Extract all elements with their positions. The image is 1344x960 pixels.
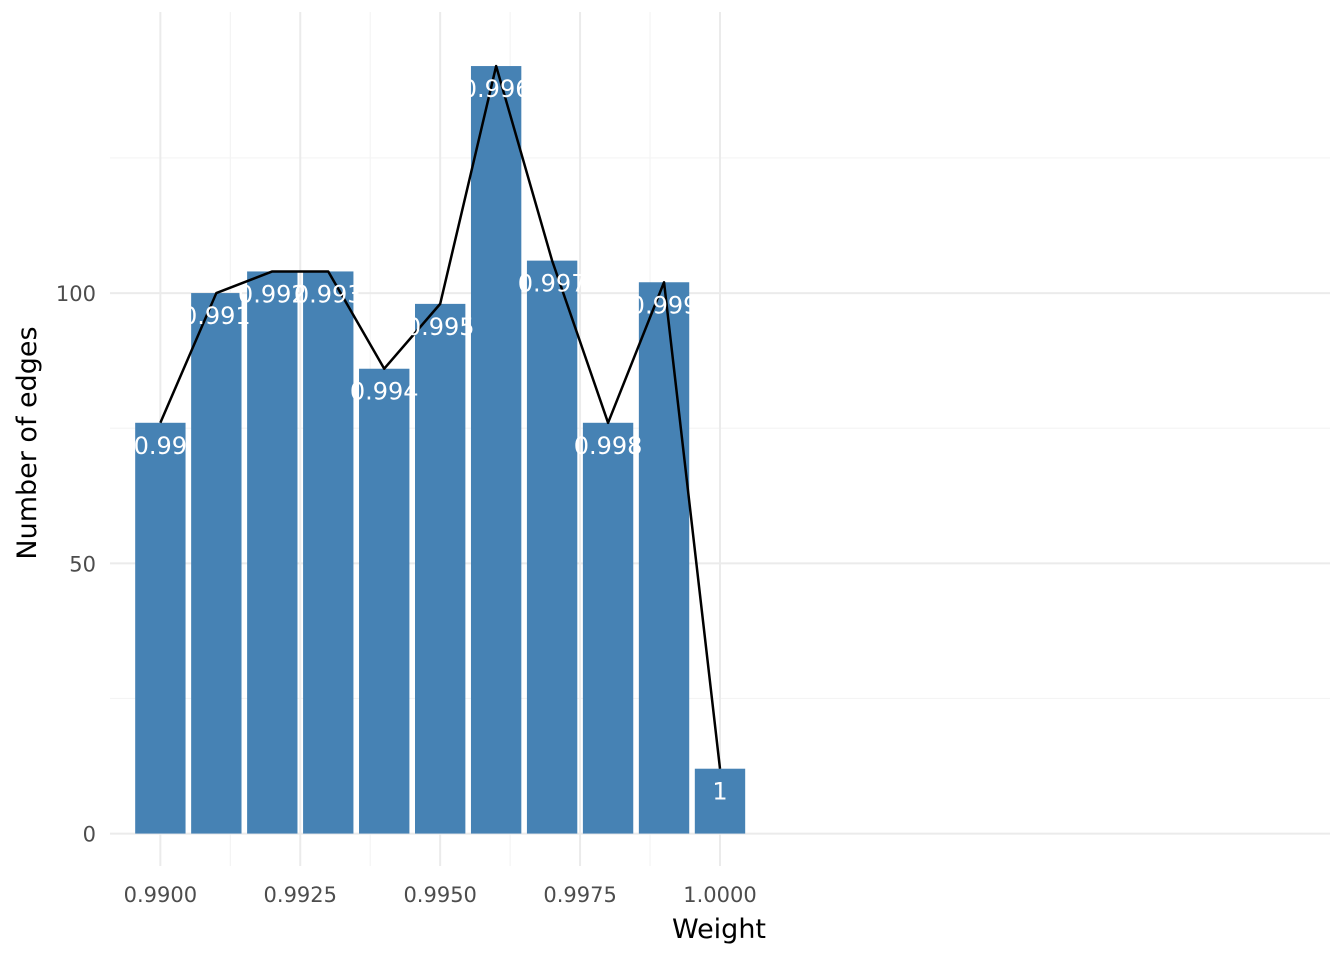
bar-label: 0.994 bbox=[350, 378, 419, 406]
bar-label: 0.99 bbox=[134, 432, 187, 460]
bar bbox=[694, 768, 746, 834]
y-tick-label: 0 bbox=[83, 823, 96, 847]
y-tick-label: 100 bbox=[56, 282, 96, 306]
bar-label: 0.995 bbox=[406, 313, 475, 341]
bar-label: 0.993 bbox=[294, 280, 363, 308]
bar bbox=[582, 422, 634, 834]
bar-label: 0.996 bbox=[462, 75, 531, 103]
bar bbox=[415, 303, 466, 834]
y-tick-label: 50 bbox=[69, 552, 96, 576]
bar bbox=[247, 271, 298, 834]
bar bbox=[638, 282, 690, 834]
bars bbox=[135, 66, 746, 834]
x-axis-title: Weight bbox=[672, 914, 766, 945]
series-line bbox=[159, 64, 722, 769]
bar-label: 0.998 bbox=[574, 432, 643, 460]
bar bbox=[191, 293, 242, 834]
bar-label: 0.999 bbox=[630, 291, 699, 319]
bar bbox=[526, 260, 578, 834]
y-axis-title: Number of edges bbox=[12, 326, 43, 559]
x-tick-label: 0.9950 bbox=[403, 883, 476, 907]
overlay-line-layer bbox=[159, 64, 722, 769]
tick-labels: 0.9900 0.9925 0.9950 0.9975 1.0000 0 50 100 bbox=[56, 282, 757, 907]
bar-label: 0.997 bbox=[518, 270, 587, 298]
bar-label: 1 bbox=[712, 778, 727, 806]
x-tick-label: 1.0000 bbox=[683, 883, 756, 907]
x-tick-label: 0.9925 bbox=[264, 883, 337, 907]
bar bbox=[135, 422, 186, 834]
bar bbox=[359, 368, 410, 834]
bar bbox=[470, 66, 522, 834]
bar-label: 0.992 bbox=[238, 280, 307, 308]
x-tick-label: 0.9900 bbox=[124, 883, 197, 907]
bar-label: 0.991 bbox=[182, 302, 251, 330]
x-tick-label: 0.9975 bbox=[543, 883, 616, 907]
bar bbox=[303, 271, 354, 834]
